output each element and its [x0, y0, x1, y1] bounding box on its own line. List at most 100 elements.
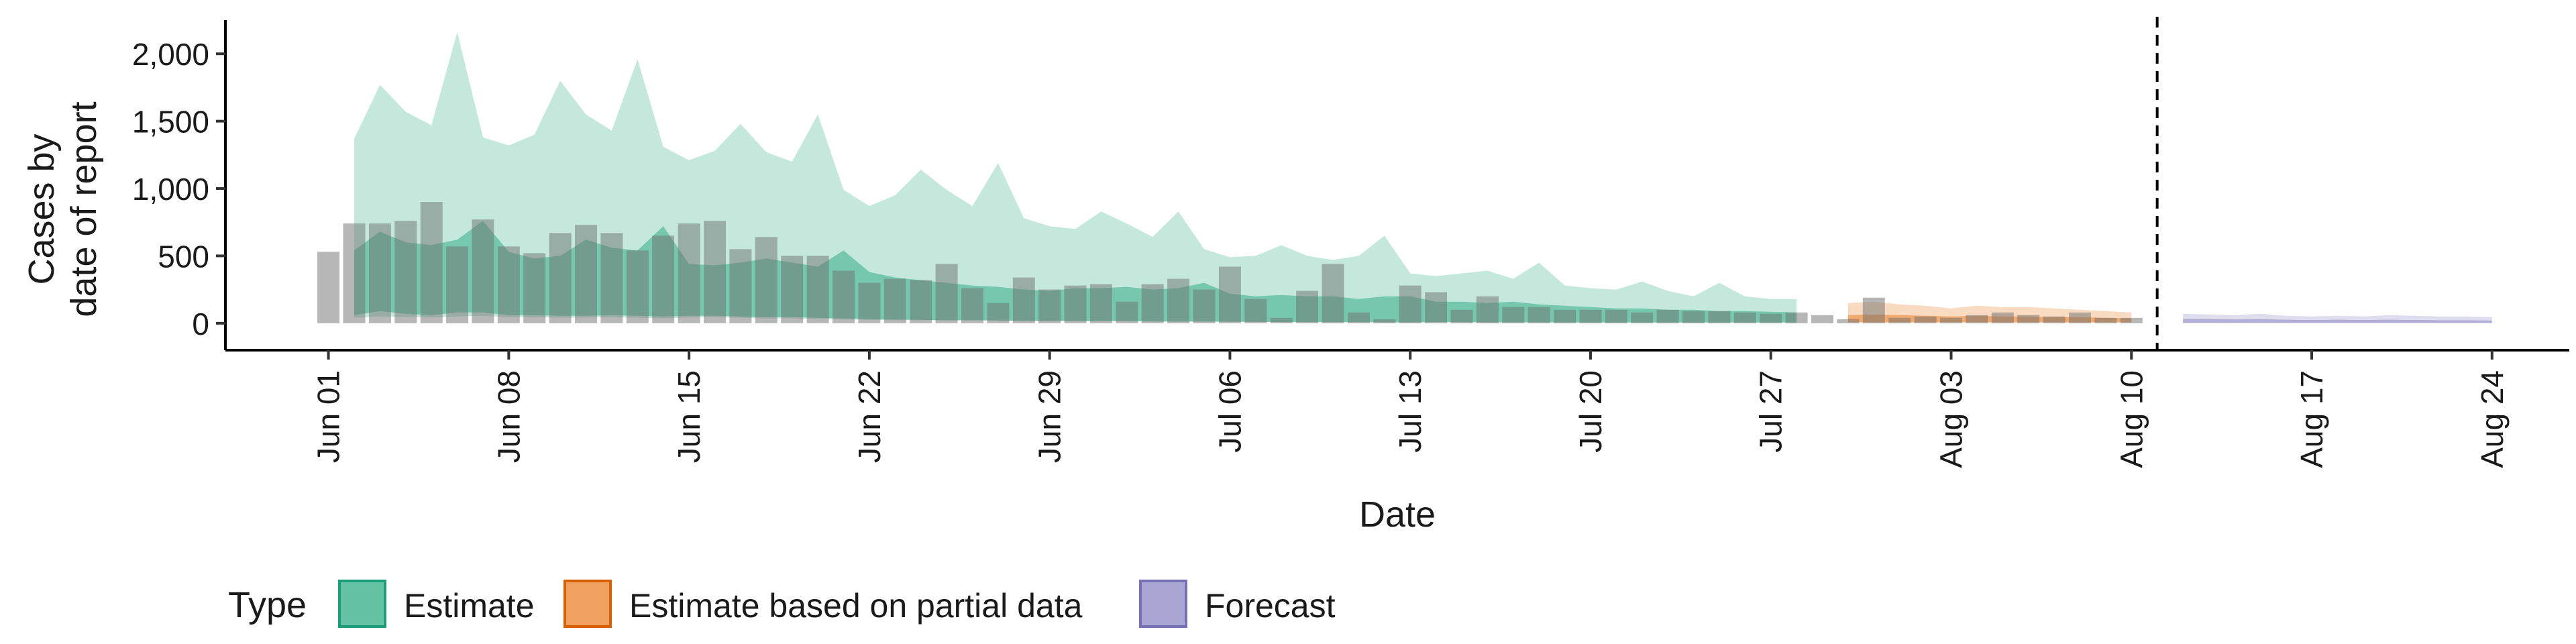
- y-tick-label: 1,500: [132, 105, 209, 140]
- reported-bar: [497, 246, 520, 323]
- reported-bar: [1193, 289, 1216, 323]
- reported-bar: [1347, 312, 1370, 323]
- x-tick-label: Jun 15: [672, 370, 706, 463]
- y-tick-label: 0: [192, 307, 209, 341]
- x-tick-label: Jul 20: [1573, 370, 1608, 453]
- reported-bar: [755, 237, 777, 323]
- reported-bar: [1837, 319, 1860, 323]
- x-tick-label: Jun 01: [311, 370, 346, 463]
- reported-bar: [1167, 278, 1190, 323]
- y-tick-label: 1,000: [132, 172, 209, 207]
- reported-bar: [1554, 309, 1576, 323]
- reported-bar: [961, 288, 983, 323]
- reported-bar: [1579, 309, 1602, 323]
- x-axis-title: Date: [1359, 494, 1436, 535]
- x-tick-label: Jul 06: [1212, 370, 1247, 453]
- legend-key: [1139, 580, 1187, 628]
- reported-bar: [523, 253, 546, 323]
- reported-bar: [1476, 296, 1499, 323]
- reported-bar: [1450, 309, 1473, 323]
- reported-bar: [781, 256, 804, 323]
- reported-bar: [1605, 309, 1627, 323]
- legend-label: Estimate based on partial data: [629, 587, 1083, 625]
- reported-bar: [2069, 312, 2091, 323]
- x-tick-label: Aug 10: [2114, 370, 2149, 468]
- legend-label: Forecast: [1205, 587, 1336, 625]
- reported-bar: [1811, 315, 1833, 323]
- legend-entry: Forecast: [1139, 580, 1336, 628]
- reported-bar: [1991, 312, 2014, 323]
- x-tick-label: Jul 13: [1393, 370, 1428, 453]
- legend-entry: Estimate: [338, 580, 535, 628]
- reported-bar: [1322, 264, 1344, 323]
- reported-bar: [472, 219, 494, 323]
- reported-bar: [1760, 313, 1782, 323]
- reported-bar: [1218, 266, 1241, 323]
- reported-bar: [626, 250, 649, 323]
- reported-bar: [1966, 315, 1988, 323]
- reported-bar: [1914, 316, 1937, 323]
- reported-bar: [600, 233, 623, 323]
- reported-bar: [1064, 285, 1087, 323]
- reported-bar: [1940, 317, 1962, 323]
- reported-bar: [446, 246, 469, 323]
- reported-bar: [1373, 319, 1396, 323]
- reported-bar: [1708, 311, 1731, 323]
- reported-bar: [987, 303, 1010, 323]
- legend-entry: Estimate based on partial data: [564, 580, 1083, 628]
- reported-bar: [343, 223, 366, 323]
- reported-bar: [1399, 285, 1421, 323]
- reported-bar: [2094, 317, 2117, 323]
- x-tick-label: Jun 08: [491, 370, 526, 463]
- reported-bar: [678, 223, 700, 323]
- reported-bar: [1502, 307, 1525, 323]
- reported-bar: [1631, 312, 1654, 323]
- x-tick-label: Aug 17: [2294, 370, 2329, 468]
- y-tick-label: 2,000: [132, 37, 209, 72]
- reported-bar: [1527, 307, 1550, 323]
- axes: 0 500 1,000 1,500 2,000 Jun 01 Jun 08 Jun 15 Jun…: [132, 20, 2569, 468]
- x-tick-label: Jul 27: [1754, 370, 1788, 453]
- legend-key: [338, 580, 386, 628]
- reported-bar: [1425, 292, 1448, 323]
- y-tick-label: 500: [158, 239, 209, 274]
- reported-bar: [1116, 301, 1138, 323]
- reported-bar: [420, 202, 443, 323]
- x-tick-label: Jun 29: [1032, 370, 1067, 463]
- reported-bar: [652, 235, 675, 323]
- reported-bar: [833, 270, 855, 323]
- reported-bar: [729, 249, 752, 323]
- reported-cases-bars: [317, 202, 2143, 323]
- reported-bar: [883, 278, 906, 323]
- reported-bar: [317, 252, 340, 323]
- ribbon-inner-2: [2183, 319, 2492, 323]
- reported-bar: [1656, 309, 1679, 323]
- reported-bar: [368, 223, 391, 323]
- reported-bar: [1270, 317, 1293, 323]
- legend-label: Estimate: [404, 587, 535, 625]
- reported-bar: [2017, 315, 2040, 323]
- reported-bar: [2043, 316, 2065, 323]
- reported-bar: [1785, 312, 1808, 323]
- y-axis-title-line-2: date of report: [64, 101, 104, 317]
- reported-bar: [1244, 299, 1267, 323]
- reported-bar: [1012, 277, 1035, 323]
- reported-bar: [1862, 297, 1885, 323]
- reported-bar: [1682, 311, 1705, 323]
- reported-bar: [858, 282, 881, 323]
- reported-bar: [1888, 317, 1911, 323]
- reported-bar: [394, 221, 417, 323]
- reported-bar: [1038, 289, 1061, 323]
- x-tick-label: Aug 03: [1934, 370, 1969, 468]
- reported-bar: [704, 221, 726, 323]
- reported-bar: [2120, 317, 2143, 323]
- reported-bar: [1733, 312, 1756, 323]
- reported-bar: [1141, 284, 1164, 323]
- reported-bar: [1089, 284, 1112, 323]
- y-axis-title: Cases by date of report: [21, 101, 104, 317]
- legend: Type Estimate Estimate based on partial d…: [228, 580, 1336, 628]
- x-tick-label: Aug 24: [2475, 370, 2510, 468]
- y-axis-title-line-1: Cases by: [21, 133, 62, 284]
- legend-title: Type: [228, 585, 307, 625]
